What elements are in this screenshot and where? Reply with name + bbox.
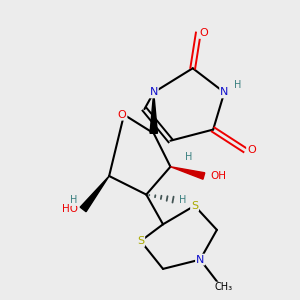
Polygon shape	[170, 167, 205, 179]
Text: CH₃: CH₃	[214, 283, 232, 292]
Text: H: H	[234, 80, 241, 90]
Text: N: N	[149, 87, 158, 98]
Polygon shape	[80, 176, 109, 212]
Text: H: H	[70, 195, 77, 205]
Text: O: O	[247, 145, 256, 155]
Text: N: N	[220, 87, 229, 98]
Text: N: N	[196, 255, 204, 265]
Text: S: S	[191, 201, 198, 211]
Text: O: O	[200, 28, 208, 38]
Text: HO: HO	[61, 204, 78, 214]
Text: H: H	[179, 195, 186, 205]
Text: H: H	[185, 152, 193, 162]
Text: S: S	[137, 236, 144, 246]
Text: OH: OH	[211, 171, 226, 181]
Text: O: O	[118, 110, 127, 120]
Polygon shape	[150, 92, 158, 133]
